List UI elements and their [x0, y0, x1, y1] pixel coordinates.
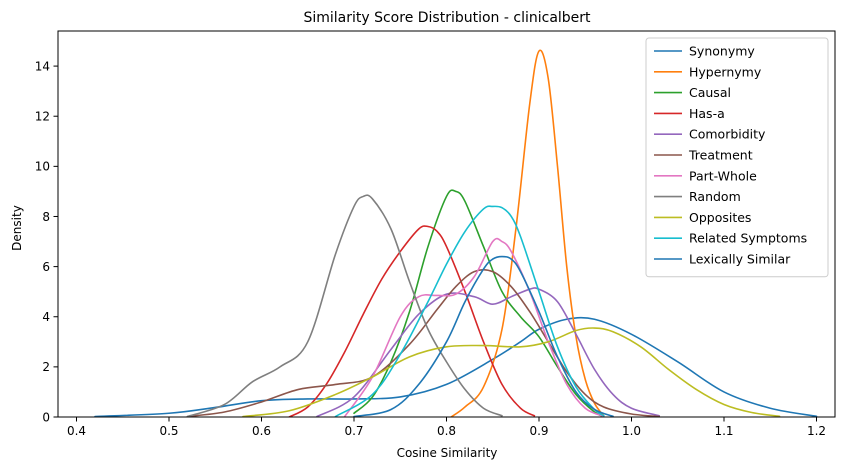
- legend-label: Synonymy: [689, 44, 755, 59]
- x-axis: 0.4 0.5 0.6 0.7 0.8 0.9 1.0 1.1 1.2: [67, 417, 826, 438]
- series-line-9: [242, 327, 781, 417]
- y-tick-label: 2: [42, 360, 50, 374]
- y-tick-label: 14: [35, 59, 50, 73]
- legend-label: Part-Whole: [689, 168, 757, 183]
- plot-area: [57, 30, 836, 418]
- x-tick-label: 0.8: [437, 424, 456, 438]
- y-tick-label: 6: [42, 260, 50, 274]
- legend-label: Lexically Similar: [689, 252, 791, 267]
- legend-label: Random: [689, 189, 741, 204]
- series-line-4: [288, 225, 536, 417]
- chart-title: Similarity Score Distribution - clinical…: [303, 10, 591, 26]
- y-axis-label: Density: [10, 205, 24, 251]
- x-tick-label: 1.0: [622, 424, 641, 438]
- series-line-5: [316, 287, 661, 417]
- legend-label: Treatment: [688, 148, 753, 163]
- x-tick-label: 1.1: [714, 424, 733, 438]
- legend-label: Hypernymy: [689, 64, 762, 79]
- series-line-6: [186, 268, 661, 417]
- legend: Synonymy Hypernymy Causal Has-a Comorbidity T…: [645, 37, 829, 278]
- series-line-8: [186, 194, 503, 417]
- x-tick-label: 0.7: [344, 424, 363, 438]
- legend-label: Opposites: [689, 210, 751, 225]
- series-lines: [94, 49, 818, 417]
- x-tick-label: 1.2: [807, 424, 826, 438]
- x-tick-label: 0.6: [252, 424, 271, 438]
- legend-label: Related Symptoms: [689, 231, 807, 246]
- legend-frame: [645, 37, 829, 278]
- series-line-11: [353, 255, 614, 417]
- y-tick-label: 12: [35, 110, 50, 124]
- legend-label: Causal: [689, 85, 731, 100]
- legend-label: Has-a: [689, 106, 725, 121]
- y-tick-label: 0: [42, 410, 50, 424]
- y-axis: 0 2 4 6 8 10 12 14: [35, 59, 58, 424]
- x-tick-label: 0.5: [159, 424, 178, 438]
- y-tick-label: 10: [35, 160, 50, 174]
- legend-label: Comorbidity: [689, 127, 766, 142]
- y-tick-label: 8: [42, 210, 50, 224]
- x-axis-label: Cosine Similarity: [397, 446, 498, 460]
- x-tick-label: 0.9: [529, 424, 548, 438]
- x-tick-label: 0.4: [67, 424, 86, 438]
- series-line-7: [343, 237, 605, 417]
- series-line-2: [450, 49, 605, 417]
- y-tick-label: 4: [42, 310, 50, 324]
- series-line-1: [94, 316, 818, 417]
- series-line-10: [334, 205, 605, 417]
